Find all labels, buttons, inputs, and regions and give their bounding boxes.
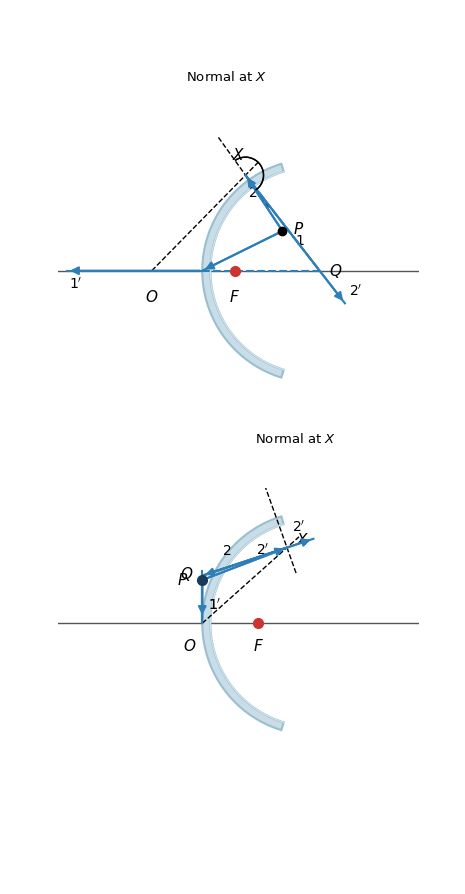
Text: $2$: $2$ [248,186,257,200]
Polygon shape [202,164,284,377]
Text: $Q$: $Q$ [180,565,193,583]
Text: $F$: $F$ [229,289,240,305]
Text: $O$: $O$ [183,637,196,654]
Text: $P$: $P$ [293,221,305,237]
Text: Normal at $X$: Normal at $X$ [255,432,337,445]
Polygon shape [202,517,284,730]
Text: $Q$: $Q$ [329,262,342,280]
Text: $2'$: $2'$ [292,519,306,535]
Text: $F$: $F$ [252,637,264,654]
Text: $1$: $1$ [295,234,305,249]
Text: $1'$: $1'$ [69,276,82,291]
Text: Normal at $X$: Normal at $X$ [186,70,267,84]
Text: $2'$: $2'$ [256,543,270,558]
Text: $1$: $1$ [208,598,217,611]
Text: $2$: $2$ [222,544,232,558]
Text: $1'$: $1'$ [208,598,221,613]
Text: $O$: $O$ [145,289,159,305]
Text: $P$: $P$ [177,572,188,588]
Text: $2'$: $2'$ [349,284,362,299]
Text: $X$: $X$ [232,147,245,163]
Text: $X$: $X$ [296,532,309,548]
